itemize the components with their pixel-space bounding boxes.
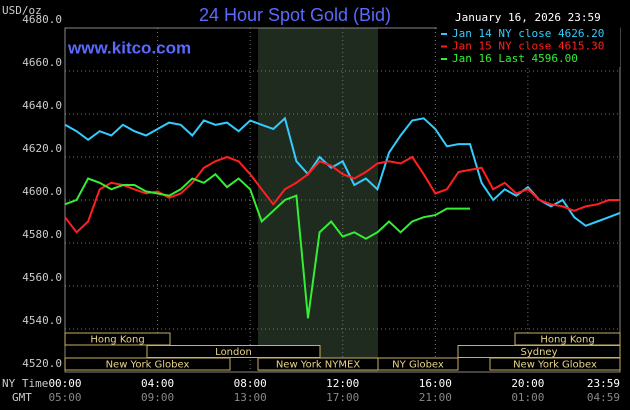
x-row-label: NY Time	[2, 377, 48, 390]
x2-tick-label: 17:00	[326, 391, 359, 404]
legend-box	[437, 27, 620, 67]
y-tick-label: 4660.0	[22, 56, 62, 69]
session-box	[377, 357, 459, 371]
session-label: NY Globex	[392, 360, 444, 371]
price-line	[64, 116, 621, 227]
price-line	[64, 172, 470, 319]
session-label: Hong Kong	[90, 335, 144, 346]
session-box	[146, 345, 321, 358]
y-tick-label: 4620.0	[22, 142, 62, 155]
date: January 16, 2026 23:59	[455, 11, 601, 24]
legend-entry: Jan 16 Last 4596.00	[452, 52, 578, 65]
x2-tick-label: 01:00	[511, 391, 544, 404]
x-tick-label: 23:59	[587, 377, 620, 390]
x2-tick-label: 05:00	[48, 391, 81, 404]
x2-tick-label: 13:00	[234, 391, 267, 404]
session-label: New York Globex	[106, 360, 190, 371]
session-label: London	[215, 347, 252, 358]
chart-title: 24 Hour Spot Gold (Bid)	[199, 5, 391, 25]
y-unit: USD/oz	[2, 4, 42, 17]
y-tick-label: 4680.0	[22, 13, 62, 26]
session-label: New York NYMEX	[276, 360, 361, 371]
session-box	[64, 332, 171, 346]
y-tick-label: 4600.0	[22, 185, 62, 198]
session-label: Hong Kong	[540, 335, 594, 346]
session-label: Sydney	[520, 347, 557, 358]
y-tick-label: 4560.0	[22, 271, 62, 284]
price-line	[64, 155, 620, 234]
y-tick-label: 4520.0	[22, 357, 62, 370]
y-tick-label: 4640.0	[22, 99, 62, 112]
x-tick-label: 16:00	[419, 377, 452, 390]
y-tick-label: 4580.0	[22, 228, 62, 241]
legend-entry: Jan 15 NY close 4615.30	[452, 40, 604, 53]
session-box	[489, 357, 621, 371]
legend-entry: Jan 14 NY close 4626.20	[452, 27, 604, 40]
x2-tick-label: 21:00	[419, 391, 452, 404]
source: www.kitco.com	[67, 38, 191, 57]
x-tick-label: 20:00	[511, 377, 544, 390]
y-tick-label: 4540.0	[22, 314, 62, 327]
x-row-label: GMT	[12, 391, 32, 404]
x-tick-label: 08:00	[234, 377, 267, 390]
x2-tick-label: 09:00	[141, 391, 174, 404]
x-tick-label: 00:00	[48, 377, 81, 390]
x-tick-label: 12:00	[326, 377, 359, 390]
session-box	[64, 357, 231, 371]
session-label: New York Globex	[513, 360, 597, 371]
x2-tick-label: 04:59	[587, 391, 620, 404]
x-tick-label: 04:00	[141, 377, 174, 390]
